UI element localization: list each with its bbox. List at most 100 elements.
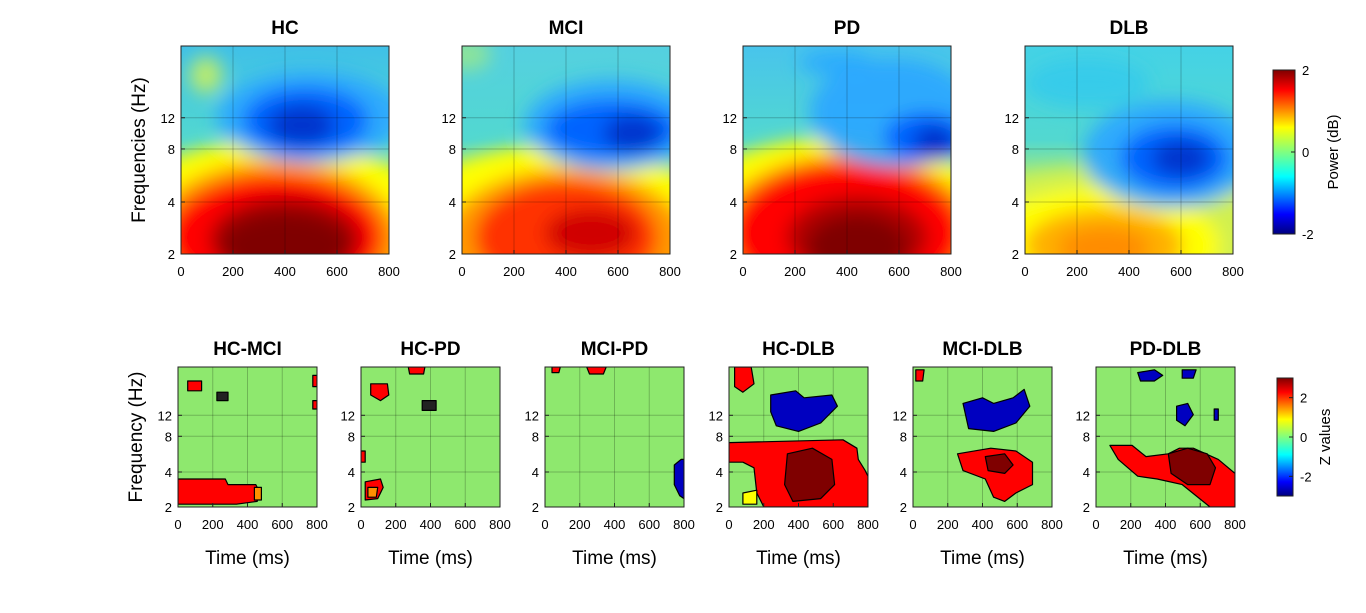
x-tick-label: 600 — [888, 264, 910, 279]
x-tick-label: 800 — [1224, 517, 1246, 532]
y-tick-label: 2 — [165, 500, 172, 515]
heatmap-region — [1151, 139, 1211, 178]
colorbar-tick-label: 2 — [1302, 63, 1309, 78]
y-tick-label: 8 — [730, 142, 737, 157]
x-tick-label: 600 — [822, 517, 844, 532]
stats-map-mci-pd — [545, 367, 684, 507]
x-axis-label: Time (ms) — [940, 548, 1025, 569]
x-tick-label: 200 — [937, 517, 959, 532]
significant-cluster — [673, 458, 684, 500]
x-tick-label: 400 — [555, 264, 577, 279]
x-tick-label: 0 — [458, 264, 465, 279]
heatmap-region — [545, 208, 637, 254]
colorbar-tick-label: 0 — [1302, 145, 1309, 160]
heatmap-field — [181, 56, 389, 254]
x-tick-label: 0 — [541, 517, 548, 532]
heatmap-region — [268, 104, 335, 146]
colorbar-tick-label: -2 — [1300, 469, 1312, 484]
significant-cluster — [962, 388, 1031, 432]
significant-cluster — [370, 383, 390, 402]
x-tick-label: 0 — [725, 517, 732, 532]
y-tick-label: 8 — [165, 429, 172, 444]
colorbar-tick-label: 2 — [1300, 391, 1307, 406]
y-tick-label: 2 — [168, 247, 175, 262]
panel-title: PD-DLB — [1130, 339, 1202, 360]
y-tick-label: 8 — [168, 142, 175, 157]
y-tick-label: 12 — [158, 408, 172, 423]
panel-frame — [544, 366, 685, 508]
colorbar-z-values: 2 0 -2 Z values — [1276, 377, 1334, 497]
y-tick-label: 12 — [161, 111, 175, 126]
significant-cluster — [770, 390, 838, 432]
y-tick-label: 2 — [730, 247, 737, 262]
y-tick-label: 4 — [716, 465, 723, 480]
panel-frame — [1024, 45, 1234, 255]
x-tick-label: 800 — [857, 517, 879, 532]
significant-cluster — [1181, 369, 1197, 379]
heatmap-region — [603, 114, 662, 153]
x-tick-label: 400 — [274, 264, 296, 279]
y-tick-label: 8 — [348, 429, 355, 444]
y-axis-label: Frequencies (Hz) — [129, 77, 150, 223]
heatmap-field — [462, 46, 670, 254]
panel-title: HC-MCI — [213, 339, 282, 360]
significant-cluster — [551, 367, 561, 374]
x-tick-label: 600 — [326, 264, 348, 279]
panel-title: HC-PD — [400, 339, 460, 360]
y-axis-label: Frequency (Hz) — [126, 372, 147, 503]
x-tick-label: 800 — [306, 517, 328, 532]
panel-title: MCI-PD — [581, 339, 649, 360]
x-tick-label: 0 — [909, 517, 916, 532]
x-tick-label: 200 — [784, 264, 806, 279]
stats-map-hc-mci — [178, 367, 317, 507]
y-tick-label: 12 — [893, 408, 907, 423]
heatmap-region — [462, 46, 492, 71]
x-tick-label: 400 — [972, 517, 994, 532]
significant-cluster — [361, 450, 366, 463]
x-tick-label: 600 — [607, 264, 629, 279]
heatmap-field — [1025, 58, 1233, 254]
panel-frame — [461, 45, 671, 255]
significant-cluster — [367, 486, 379, 498]
x-axis-label: Time (ms) — [756, 548, 841, 569]
y-tick-label: 12 — [709, 408, 723, 423]
y-tick-label: 4 — [1083, 465, 1090, 480]
x-tick-label: 800 — [489, 517, 511, 532]
panel-frame — [742, 45, 952, 255]
x-tick-label: 800 — [673, 517, 695, 532]
colorbar-tick-label: 0 — [1300, 430, 1307, 445]
y-tick-label: 2 — [532, 500, 539, 515]
panel-frame — [177, 366, 318, 508]
x-tick-label: 400 — [237, 517, 259, 532]
heatmap-region — [913, 125, 951, 159]
y-tick-label: 2 — [449, 247, 456, 262]
colorbar-tick-label: -2 — [1302, 227, 1314, 242]
y-tick-label: 8 — [900, 429, 907, 444]
significant-cluster — [1167, 447, 1217, 486]
y-tick-label: 4 — [730, 195, 737, 210]
x-tick-label: 400 — [1118, 264, 1140, 279]
x-tick-label: 0 — [739, 264, 746, 279]
y-tick-label: 8 — [1012, 142, 1019, 157]
significant-cluster — [407, 367, 426, 375]
x-tick-label: 0 — [1021, 264, 1028, 279]
y-tick-label: 12 — [1005, 111, 1019, 126]
panel-title: MCI — [549, 18, 584, 39]
x-tick-label: 800 — [659, 264, 681, 279]
y-tick-label: 12 — [442, 111, 456, 126]
significant-cluster — [586, 367, 607, 375]
panel-frame — [180, 45, 390, 255]
heatmap-region — [1058, 226, 1150, 254]
heatmap-region — [799, 50, 875, 76]
significant-cluster — [984, 453, 1014, 474]
heatmap-pd — [743, 46, 951, 254]
x-tick-label: 0 — [174, 517, 181, 532]
x-tick-label: 200 — [1066, 264, 1088, 279]
stats-map-mci-dlb — [913, 367, 1052, 507]
x-tick-label: 400 — [788, 517, 810, 532]
y-tick-label: 8 — [1083, 429, 1090, 444]
y-tick-label: 4 — [449, 195, 456, 210]
x-axis-label: Time (ms) — [205, 548, 290, 569]
